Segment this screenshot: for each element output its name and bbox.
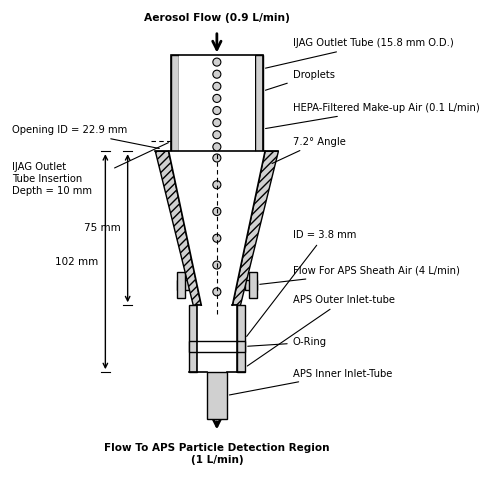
FancyBboxPatch shape [176, 272, 184, 298]
Text: Flow For APS Sheath Air (4 L/min): Flow For APS Sheath Air (4 L/min) [260, 266, 460, 284]
Circle shape [213, 181, 221, 189]
Circle shape [213, 154, 221, 162]
Text: APS Outer Inlet-tube: APS Outer Inlet-tube [248, 295, 394, 366]
Circle shape [213, 143, 221, 151]
Circle shape [213, 288, 221, 296]
Text: IJAG Outlet
Tube Insertion
Depth = 10 mm: IJAG Outlet Tube Insertion Depth = 10 mm [12, 162, 92, 196]
Circle shape [213, 107, 221, 115]
Circle shape [213, 207, 221, 216]
Circle shape [213, 58, 221, 66]
Text: 7.2° Angle: 7.2° Angle [272, 137, 345, 164]
Circle shape [213, 261, 221, 269]
FancyBboxPatch shape [207, 372, 227, 419]
Text: Aerosol Flow (0.9 L/min): Aerosol Flow (0.9 L/min) [144, 13, 290, 24]
FancyBboxPatch shape [255, 55, 263, 156]
Text: APS Inner Inlet-Tube: APS Inner Inlet-Tube [230, 369, 392, 395]
Circle shape [213, 131, 221, 139]
Circle shape [213, 82, 221, 90]
Text: 102 mm: 102 mm [56, 257, 98, 267]
Text: 75 mm: 75 mm [84, 223, 121, 233]
Circle shape [213, 95, 221, 102]
Circle shape [213, 70, 221, 78]
Text: Opening ID = 22.9 mm: Opening ID = 22.9 mm [12, 125, 160, 148]
FancyBboxPatch shape [176, 280, 189, 289]
FancyBboxPatch shape [197, 305, 237, 372]
FancyBboxPatch shape [237, 341, 245, 352]
Polygon shape [156, 151, 201, 305]
Text: O-Ring: O-Ring [248, 337, 327, 348]
Polygon shape [232, 151, 278, 305]
FancyBboxPatch shape [245, 280, 257, 289]
FancyBboxPatch shape [197, 341, 237, 352]
Text: Flow To APS Particle Detection Region
(1 L/min): Flow To APS Particle Detection Region (1… [104, 444, 330, 465]
Circle shape [213, 234, 221, 242]
Text: HEPA-Filtered Make-up Air (0.1 L/min): HEPA-Filtered Make-up Air (0.1 L/min) [266, 103, 480, 129]
FancyBboxPatch shape [189, 341, 197, 352]
FancyBboxPatch shape [189, 305, 197, 372]
Text: IJAG Outlet Tube (15.8 mm O.D.): IJAG Outlet Tube (15.8 mm O.D.) [266, 38, 454, 68]
Text: ID = 3.8 mm: ID = 3.8 mm [246, 230, 356, 336]
FancyBboxPatch shape [237, 305, 245, 372]
Polygon shape [168, 151, 265, 305]
FancyBboxPatch shape [249, 272, 257, 298]
FancyBboxPatch shape [171, 55, 179, 156]
Text: Droplets: Droplets [266, 70, 334, 90]
FancyBboxPatch shape [179, 55, 255, 156]
Circle shape [213, 119, 221, 127]
